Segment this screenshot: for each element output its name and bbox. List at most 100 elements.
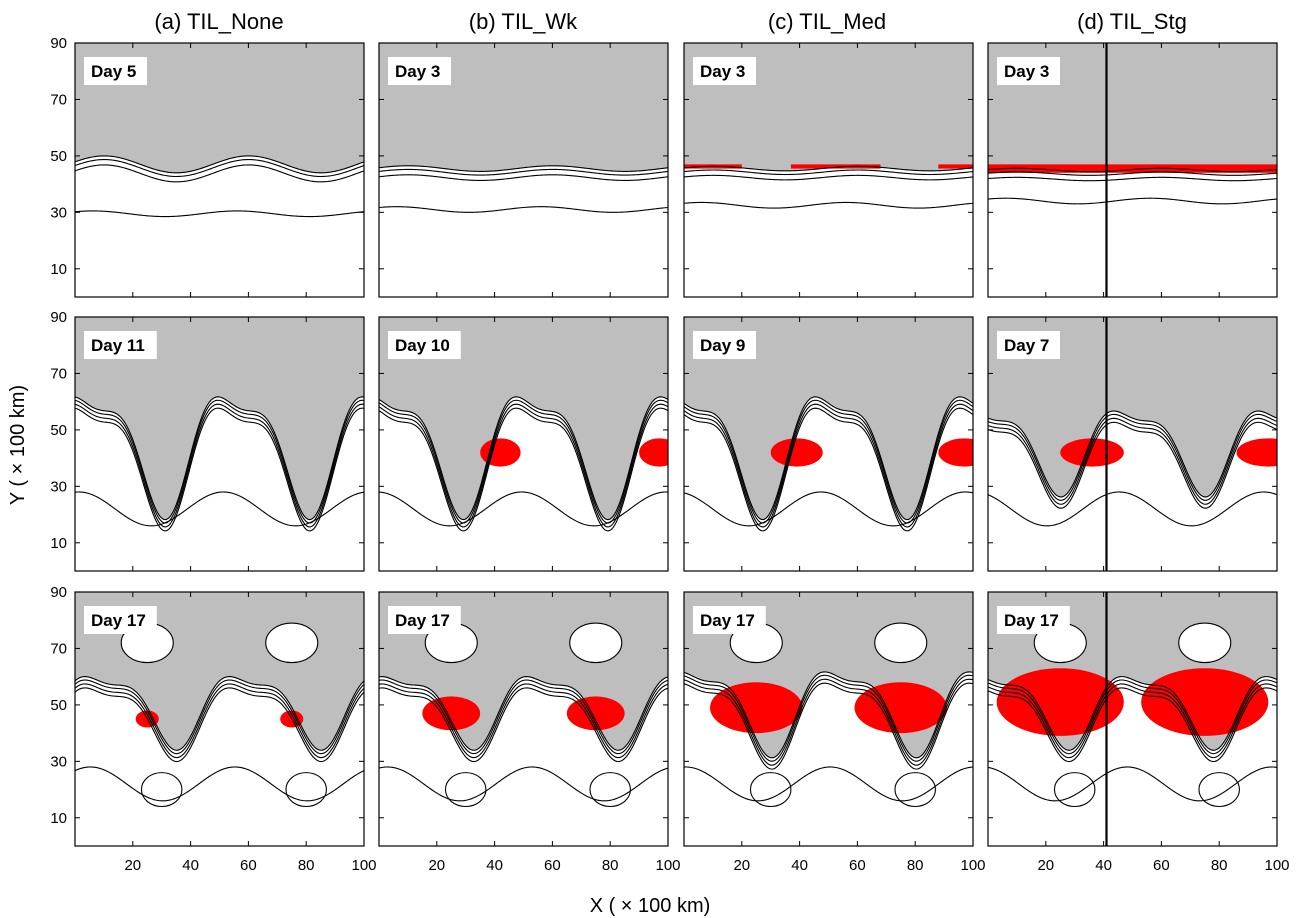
contour-line xyxy=(379,399,668,524)
gray-region xyxy=(988,317,1277,497)
contour-line xyxy=(684,174,973,181)
panel-frame xyxy=(378,591,669,847)
contour-line xyxy=(75,159,364,178)
contour-line xyxy=(379,168,668,176)
column-title-d: (d) TIL_Stg xyxy=(1077,9,1187,34)
contour-line xyxy=(75,210,364,218)
x-tick-label: 20 xyxy=(428,857,445,874)
gray-region xyxy=(379,43,668,172)
panel-r2-c1: Day 11 xyxy=(74,316,365,572)
eddy-contour xyxy=(285,772,327,808)
red-region xyxy=(988,164,1277,173)
contour-line xyxy=(684,403,973,528)
contour-line xyxy=(988,676,1277,751)
contour-line xyxy=(684,396,973,521)
contour-line xyxy=(684,399,973,524)
gray-region xyxy=(75,43,364,173)
x-tick-label: 40 xyxy=(1095,857,1112,874)
day-label: Day 7 xyxy=(1004,336,1049,355)
y-tick-label: 70 xyxy=(50,640,67,657)
contour-line xyxy=(379,766,668,802)
day-label-box xyxy=(693,57,756,85)
panel-frame xyxy=(987,42,1278,298)
contour-line xyxy=(379,491,668,527)
eddy-contour xyxy=(265,622,319,664)
red-blob xyxy=(480,438,521,467)
panel-r3-c3: Day 17 xyxy=(683,591,974,847)
red-blob xyxy=(854,682,947,734)
red-region xyxy=(790,164,881,169)
red-region xyxy=(938,164,973,169)
panel-field xyxy=(75,43,364,297)
contour-line xyxy=(684,491,973,527)
contour-line xyxy=(379,683,668,759)
red-blob xyxy=(1060,438,1124,467)
contour-line xyxy=(988,417,1277,505)
panel-r1-c4: Day 3 xyxy=(987,42,1278,298)
y-tick-label: 10 xyxy=(50,535,67,552)
y-tick-label: 10 xyxy=(50,810,67,827)
contour-line xyxy=(75,676,364,751)
x-tick-label: 80 xyxy=(907,857,924,874)
day-label-box xyxy=(388,606,461,634)
contour-line xyxy=(75,155,364,174)
contour-line xyxy=(379,687,668,763)
eddy-contour xyxy=(140,772,183,808)
x-tick-label: 60 xyxy=(544,857,561,874)
contour-line xyxy=(988,413,1277,501)
panel-r2-c3: Day 9 xyxy=(683,316,974,572)
contour-line xyxy=(684,766,973,802)
contour-line xyxy=(988,766,1277,802)
contour-line xyxy=(988,176,1277,182)
contour-line xyxy=(75,679,364,755)
red-blob xyxy=(1236,438,1277,467)
panel-frame xyxy=(987,316,1278,572)
eddy-contour xyxy=(1198,772,1240,808)
y-tick-label: 50 xyxy=(50,422,67,439)
contour-line xyxy=(379,396,668,521)
contour-line xyxy=(988,167,1277,173)
contour-line xyxy=(379,403,668,528)
contour-line xyxy=(988,410,1277,498)
gray-region xyxy=(684,317,973,520)
panel-grid: Day 5 Day 3 Day 3 Day 3 Day 11 Day 10 Day 9 Day… xyxy=(74,42,1278,847)
contour-line xyxy=(379,679,668,755)
x-tick-label: 100 xyxy=(1264,857,1289,874)
contour-line xyxy=(75,403,364,528)
day-label-box xyxy=(693,331,756,359)
column-title-c: (c) TIL_Med xyxy=(768,9,886,34)
panel-frame xyxy=(74,591,365,847)
eddy-contour xyxy=(894,772,936,808)
day-label: Day 17 xyxy=(700,611,755,630)
column-title-b: (b) TIL_Wk xyxy=(469,9,578,34)
contour-line xyxy=(988,171,1277,176)
day-label-box xyxy=(388,57,451,85)
day-label: Day 9 xyxy=(700,336,745,355)
y-tick-label: 50 xyxy=(50,697,67,714)
panel-field xyxy=(379,317,668,571)
contour-line xyxy=(684,165,973,172)
x-tick-label: 80 xyxy=(1211,857,1228,874)
contour-line xyxy=(988,491,1277,527)
contour-line xyxy=(684,682,973,770)
panel-frame xyxy=(378,316,669,572)
day-label: Day 17 xyxy=(1004,611,1059,630)
x-tick-label: 20 xyxy=(1037,857,1054,874)
tick-labels: 10 30 50 70 90 10 30 50 70 90 10 30 50 70 90 20 40 60 80 10… xyxy=(50,35,1289,874)
contour-line xyxy=(988,197,1277,205)
contour-line xyxy=(379,676,668,751)
panel-r1-c1: Day 5 xyxy=(74,42,365,298)
day-label-box xyxy=(693,606,766,634)
contour-line xyxy=(75,687,364,763)
panel-frame xyxy=(378,42,669,298)
y-tick-label: 90 xyxy=(50,584,67,601)
panel-field xyxy=(379,43,668,297)
day-label: Day 10 xyxy=(395,336,450,355)
day-label-box xyxy=(84,57,147,85)
day-label-box xyxy=(997,606,1070,634)
contour-line xyxy=(684,407,973,532)
red-blob xyxy=(422,696,481,731)
contour-line xyxy=(75,683,364,759)
x-tick-label: 100 xyxy=(655,857,680,874)
contour-line xyxy=(379,165,668,172)
